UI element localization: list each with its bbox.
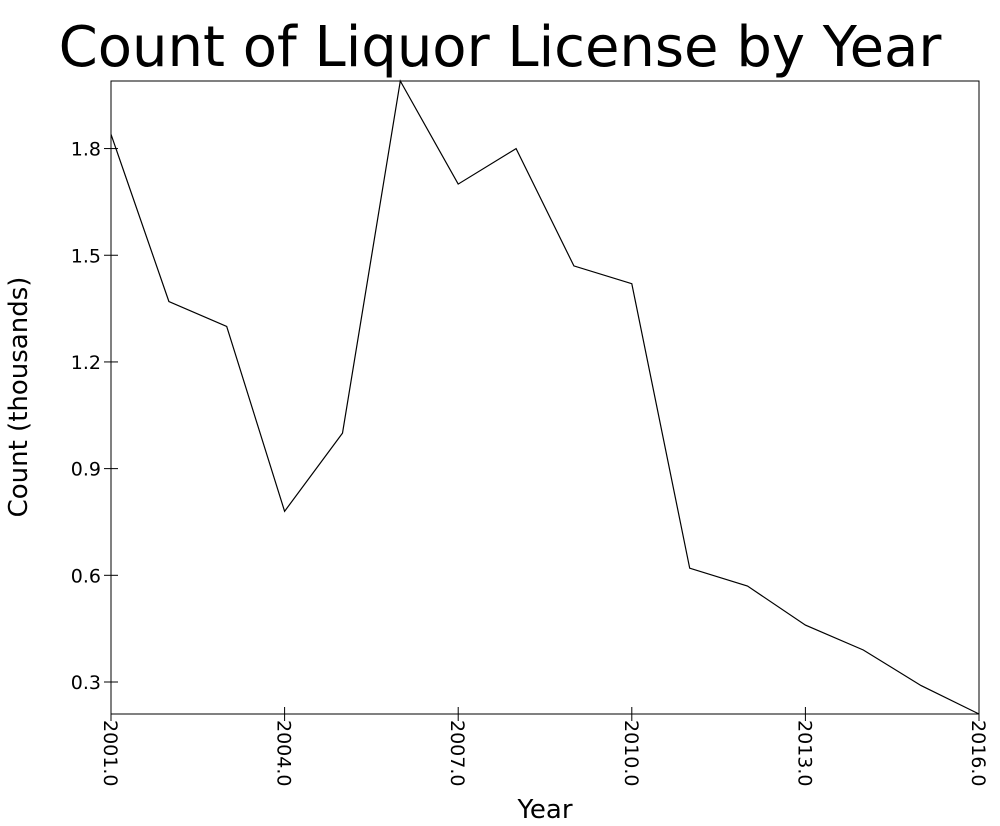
chart-title: Count of Liquor License by Year [59, 15, 943, 80]
y-tick-label: 1.5 [71, 245, 101, 267]
y-tick-label: 0.9 [71, 459, 101, 481]
y-tick-label: 0.3 [71, 672, 101, 694]
x-tick-label: 2013.0 [793, 720, 815, 786]
x-tick-label: 2004.0 [273, 720, 295, 786]
plot-area-frame [110, 80, 980, 715]
y-tick-label: 1.2 [71, 352, 101, 374]
x-tick-label: 2001.0 [99, 720, 121, 786]
y-axis: 0.3 0.6 0.9 1.2 1.5 1.8 [71, 139, 118, 694]
x-tick-label: 2007.0 [446, 720, 468, 786]
y-tick-label: 1.8 [71, 139, 101, 161]
y-tick-label: 0.6 [71, 565, 101, 587]
x-axis: 2001.0 2004.0 2007.0 2010.0 2013.0 2016.0 [99, 707, 989, 786]
x-axis-label: Year [516, 795, 572, 825]
series-points [111, 81, 979, 714]
y-axis-label: Count (thousands) [4, 277, 34, 518]
x-tick-label: 2010.0 [620, 720, 642, 786]
x-tick-label: 2016.0 [967, 720, 989, 786]
series-line [110, 79, 980, 715]
